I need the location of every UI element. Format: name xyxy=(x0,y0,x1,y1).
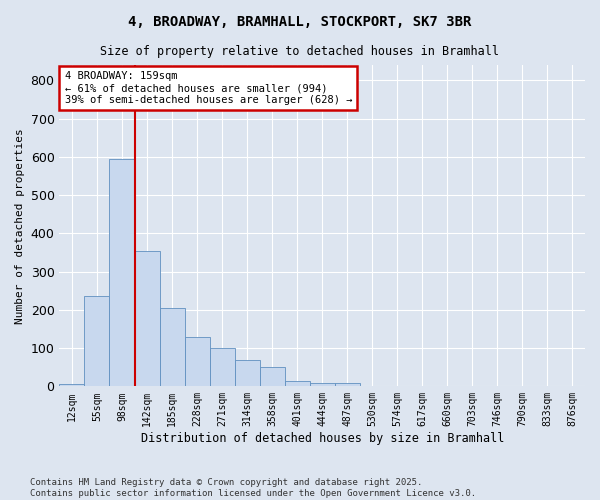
Bar xyxy=(59,384,85,386)
Text: 4, BROADWAY, BRAMHALL, STOCKPORT, SK7 3BR: 4, BROADWAY, BRAMHALL, STOCKPORT, SK7 3B… xyxy=(128,15,472,29)
Text: 4 BROADWAY: 159sqm
← 61% of detached houses are smaller (994)
39% of semi-detach: 4 BROADWAY: 159sqm ← 61% of detached hou… xyxy=(65,72,352,104)
Bar xyxy=(335,382,360,386)
Bar xyxy=(209,348,235,387)
Text: Size of property relative to detached houses in Bramhall: Size of property relative to detached ho… xyxy=(101,45,499,58)
Bar xyxy=(284,380,310,386)
Bar xyxy=(134,250,160,386)
Bar xyxy=(109,158,134,386)
Bar xyxy=(160,308,185,386)
Text: Contains HM Land Registry data © Crown copyright and database right 2025.
Contai: Contains HM Land Registry data © Crown c… xyxy=(30,478,476,498)
Bar xyxy=(260,367,284,386)
X-axis label: Distribution of detached houses by size in Bramhall: Distribution of detached houses by size … xyxy=(140,432,504,445)
Bar xyxy=(310,382,335,386)
Bar xyxy=(185,336,209,386)
Bar xyxy=(235,360,260,386)
Y-axis label: Number of detached properties: Number of detached properties xyxy=(15,128,25,324)
Bar xyxy=(85,296,109,386)
